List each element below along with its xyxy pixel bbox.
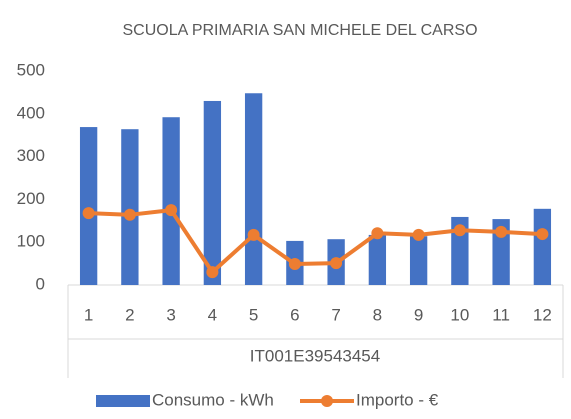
- bar: [244, 93, 263, 285]
- line-marker: [123, 208, 136, 221]
- line-marker: [495, 225, 508, 238]
- line-marker: [82, 207, 95, 220]
- line-marker: [165, 204, 178, 217]
- bar: [533, 208, 552, 285]
- y-tick-label: 200: [17, 189, 45, 208]
- x-tick-label: 9: [414, 305, 423, 324]
- bar: [162, 117, 180, 285]
- x-tick-label: 6: [290, 305, 299, 324]
- x-tick-label: 2: [125, 305, 134, 324]
- y-tick-label: 500: [17, 60, 45, 79]
- legend-swatch: [96, 395, 150, 407]
- x-tick-label: 10: [450, 305, 469, 324]
- line-marker: [453, 224, 466, 237]
- x-tick-label: 7: [331, 305, 340, 324]
- line-marker: [371, 227, 384, 240]
- bar: [409, 236, 428, 285]
- y-tick-label: 100: [17, 232, 45, 251]
- bar: [121, 129, 139, 285]
- bar: [203, 100, 222, 286]
- x-tick-label: 4: [208, 305, 217, 324]
- line-marker: [330, 257, 343, 270]
- y-tick-label: 400: [17, 103, 45, 122]
- x-tick-label: 8: [373, 305, 382, 324]
- line-marker: [536, 228, 549, 241]
- y-tick-label: 300: [17, 146, 45, 165]
- line-marker: [206, 266, 219, 279]
- group-label: IT001E39543454: [250, 346, 380, 365]
- legend-label: Importo - €: [356, 390, 439, 409]
- x-tick-label: 1: [84, 305, 93, 324]
- bar: [79, 127, 98, 286]
- line-marker: [247, 228, 260, 241]
- legend-label: Consumo - kWh: [152, 390, 274, 409]
- x-tick-label: 3: [166, 305, 175, 324]
- x-tick-label: 5: [249, 305, 258, 324]
- line-marker: [288, 258, 301, 271]
- x-tick-label: 11: [492, 305, 510, 324]
- x-tick-label: 12: [533, 305, 552, 324]
- legend-swatch: [321, 395, 333, 407]
- chart-title: SCUOLA PRIMARIA SAN MICHELE DEL CARSO: [122, 22, 477, 39]
- y-tick-label: 0: [36, 274, 45, 293]
- bar: [368, 234, 387, 285]
- line-marker: [412, 228, 425, 241]
- line: [88, 208, 543, 275]
